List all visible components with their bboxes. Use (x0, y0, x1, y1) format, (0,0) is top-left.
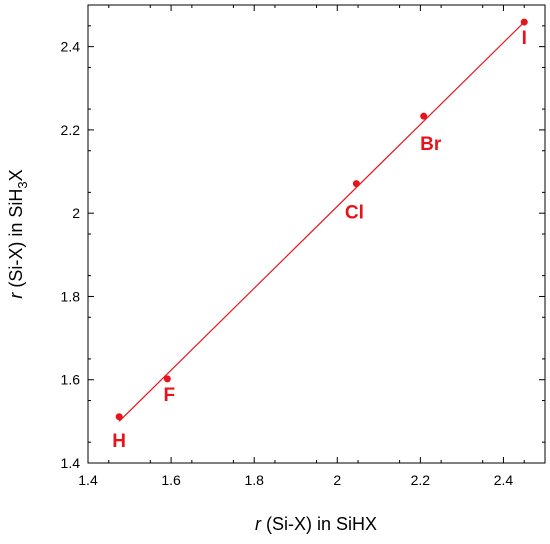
x-tick-label: 2 (333, 472, 341, 488)
data-point-f (163, 375, 171, 383)
x-tick-label: 1.8 (244, 472, 264, 488)
data-point-br (420, 112, 428, 120)
point-label-cl: Cl (345, 203, 364, 224)
y-tick-label: 1.6 (61, 372, 81, 388)
data-point-i (520, 18, 528, 26)
x-tick-label: 1.6 (161, 472, 181, 488)
x-axis-title-text: (Si-X) in SiHX (261, 514, 377, 534)
data-points: H F Cl Br I (112, 18, 528, 452)
x-axis-variable: r (255, 514, 262, 534)
y-tick-label: 2.2 (61, 122, 81, 138)
fit-line (118, 21, 525, 422)
y-axis-title-text: (Si-X) in SiH (6, 189, 26, 293)
y-axis-title-end: X (6, 169, 26, 181)
y-axis-ticks: 1.4 1.6 1.8 2 2.2 2.4 (61, 25, 545, 471)
y-tick-label: 2 (72, 205, 80, 221)
y-tick-label: 1.8 (61, 288, 81, 304)
data-point-h (115, 413, 123, 421)
x-axis-title: r (Si-X) in SiHX (255, 514, 377, 534)
fit-line-group (118, 21, 525, 422)
data-point-cl (352, 180, 360, 188)
x-tick-label: 1.4 (78, 472, 98, 488)
x-axis-ticks: 1.4 1.6 1.8 2 2.2 2.4 (78, 5, 525, 488)
point-label-h: H (112, 431, 126, 452)
point-label-br: Br (420, 134, 442, 155)
y-axis-subscript: 3 (15, 181, 30, 188)
y-axis-title: r (Si-X) in SiH3X (6, 169, 30, 298)
point-label-i: I (522, 28, 527, 49)
x-tick-label: 2.4 (494, 472, 514, 488)
y-tick-label: 2.4 (61, 39, 81, 55)
point-label-f: F (164, 385, 176, 406)
y-axis-variable: r (6, 292, 26, 299)
y-tick-label: 1.4 (61, 455, 81, 471)
x-tick-label: 2.2 (411, 472, 431, 488)
plot-frame (87, 4, 546, 464)
